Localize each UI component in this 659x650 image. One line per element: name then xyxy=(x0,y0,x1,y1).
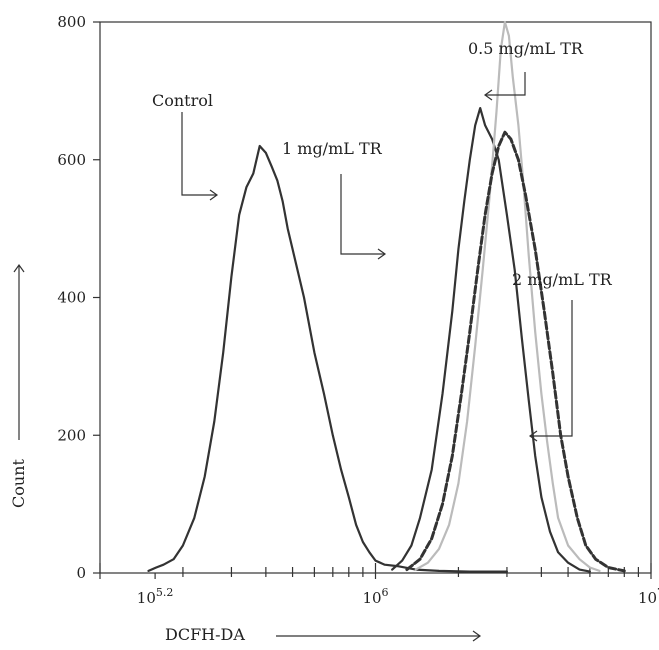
annotation-2mg: 2 mg/mL TR xyxy=(512,270,613,289)
y-axis-arrow xyxy=(13,263,25,440)
x-axis-label: DCFH-DA xyxy=(165,625,245,644)
annotation-1mg: 1 mg/mL TR xyxy=(282,139,383,158)
series-05mg-line xyxy=(414,20,601,572)
series-control-line xyxy=(147,144,508,573)
series-1mg-line xyxy=(391,107,591,573)
y-tick-label: 200 xyxy=(57,426,86,444)
y-axis-label: Count xyxy=(9,459,28,508)
x-tick-label: 105.2 xyxy=(137,586,174,607)
arrow-2mg xyxy=(528,300,573,442)
y-tick-label: 0 xyxy=(76,564,86,582)
arrow-05mg xyxy=(483,72,526,101)
histogram-series xyxy=(147,20,626,573)
arrow-control xyxy=(181,112,219,201)
y-axis-ticks: 0 200 400 600 800 xyxy=(57,13,100,582)
x-axis-title: DCFH-DA xyxy=(165,625,482,644)
x-axis-arrow xyxy=(276,630,482,642)
x-tick-label: 107 xyxy=(638,586,659,607)
annotation-control: Control xyxy=(152,91,213,110)
series-2mg-line xyxy=(405,130,626,573)
annotation-05mg: 0.5 mg/mL TR xyxy=(468,39,584,58)
y-tick-label: 800 xyxy=(57,13,86,31)
x-tick-label: 106 xyxy=(362,586,388,607)
y-tick-label: 400 xyxy=(57,289,86,307)
y-tick-label: 600 xyxy=(57,151,86,169)
arrow-1mg xyxy=(340,174,387,260)
y-axis-title: Count xyxy=(9,263,28,508)
x-axis-ticks: 105.2106107107.2 xyxy=(99,563,659,607)
